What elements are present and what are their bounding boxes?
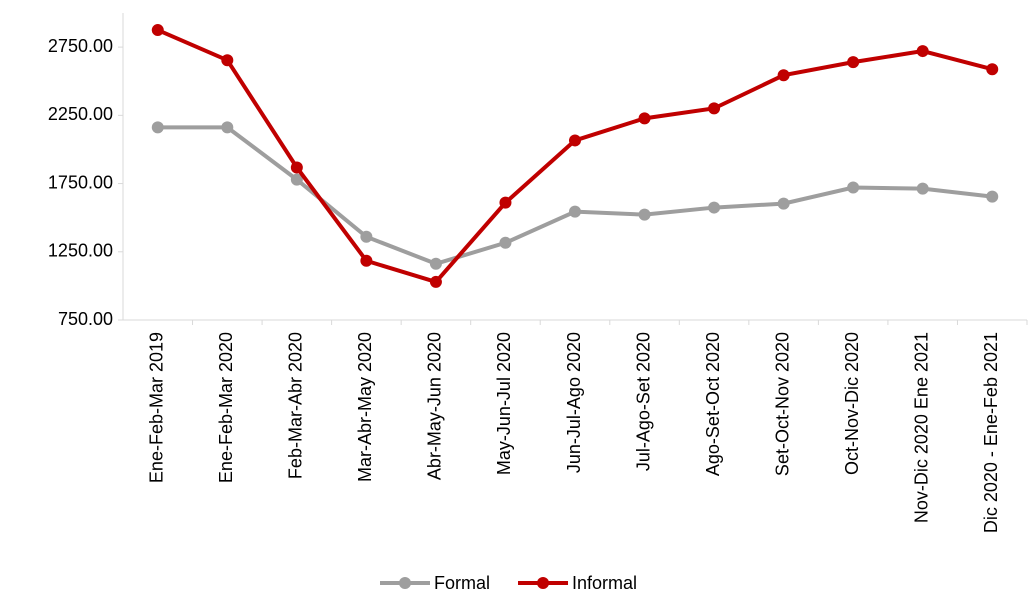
point [847,56,860,69]
x-tick-label: May-Jun-Jul 2020 [494,332,514,475]
point [777,197,790,210]
point [708,102,721,115]
point [569,134,581,147]
x-tick-label: Ago-Set-Oct 2020 [703,332,723,476]
point [360,254,373,267]
x-tick-label: Ene-Feb-Mar 2020 [216,332,236,483]
x-tick-label: Jul-Ago-Set 2020 [633,332,653,471]
point [777,69,790,82]
y-tick-label: 1750.00 [48,172,113,192]
point [221,121,234,134]
x-tick-label: Set-Oct-Nov 2020 [772,332,792,476]
series-line [156,28,993,285]
legend-label: Formal [434,573,490,593]
x-tick-label: Mar-Abr-May 2020 [355,332,375,482]
x-tick-label: Abr-May-Jun 2020 [425,332,445,480]
point [151,24,164,37]
x-tick-label: Dic 2020 - Ene-Feb 2021 [981,332,1001,533]
x-tick-label: Oct-Nov-Dic 2020 [842,332,862,475]
y-tick-label: 1250.00 [48,241,113,261]
point [986,190,999,203]
x-tick-label: Feb-Mar-Abr 2020 [286,332,306,479]
point [847,181,860,194]
point [429,275,442,288]
point [360,230,373,243]
point [151,121,164,134]
point [499,236,512,249]
point [916,182,929,195]
point [499,196,512,209]
x-tick-label: Ene-Feb-Mar 2019 [147,332,167,483]
point [290,161,303,174]
point [290,173,303,186]
point [429,257,442,270]
point [986,63,999,76]
point [638,112,651,125]
y-tick-label: 2750.00 [48,36,113,56]
y-tick-label: 750.00 [58,309,113,329]
point [916,45,929,58]
point [708,201,721,214]
y-tick-label: 2250.00 [48,104,113,124]
legend-marker [537,577,550,589]
legend-marker [399,577,411,589]
point [638,208,651,221]
x-tick-label: Jun-Jul-Ago 2020 [564,332,584,473]
legend-label: Informal [572,573,637,593]
x-tick-label: Nov-Dic 2020 Ene 2021 [911,332,931,523]
point [221,54,234,67]
point [569,205,581,218]
